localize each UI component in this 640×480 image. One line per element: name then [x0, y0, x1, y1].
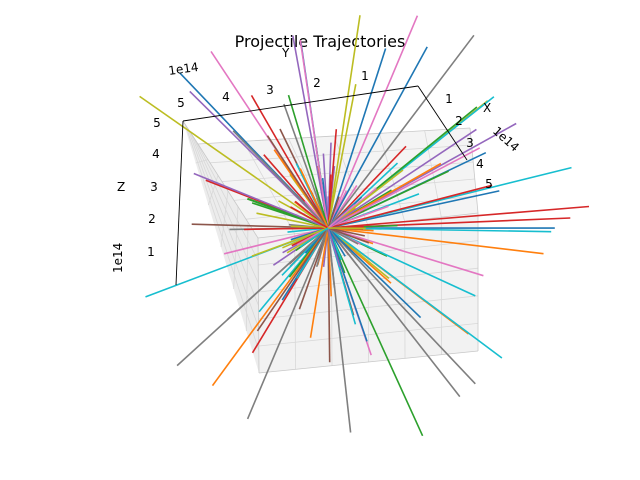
trajectory-line	[327, 227, 346, 257]
z-tick-labels: 1 2 3 4 5	[147, 116, 161, 259]
trajectory-line	[299, 168, 329, 229]
grid-line	[207, 175, 219, 206]
y-tick-label: 3	[266, 83, 274, 97]
trajectory-line	[327, 227, 352, 433]
grid-line	[245, 222, 249, 332]
z-offset-label: 1e14	[111, 243, 125, 273]
trajectory-line	[251, 202, 329, 229]
grid-line	[258, 323, 479, 347]
z-tick-label: 2	[148, 212, 156, 226]
trajectory-line	[327, 169, 404, 229]
y-axis-line	[182, 85, 419, 122]
trajectory-line	[251, 227, 329, 257]
trajectory-line	[327, 227, 484, 277]
trajectory-line	[223, 227, 329, 255]
trajectory-line	[327, 227, 476, 385]
x-tick-label: 2	[455, 114, 463, 128]
z-axis-line	[175, 120, 184, 286]
trajectory-line	[290, 206, 329, 229]
trajectory-line	[327, 15, 361, 229]
trajectory-line	[327, 84, 357, 229]
trajectory-line	[139, 95, 329, 229]
trajectory-line	[176, 227, 329, 367]
trajectory-line	[327, 227, 422, 319]
trajectory-line	[327, 204, 356, 229]
z-tick-label: 1	[147, 245, 155, 259]
trajectory-line	[283, 103, 329, 229]
x-tick-label: 1	[445, 92, 453, 106]
trajectory-line	[246, 227, 329, 420]
grid-line	[220, 190, 229, 248]
trajectory-line	[327, 129, 338, 229]
chart-title: Projectile Trajectories	[234, 32, 406, 51]
y-tick-labels: 1 2 3 4 5	[177, 69, 369, 110]
trajectory-line	[327, 190, 500, 229]
trajectory-line	[211, 227, 329, 387]
trajectory-line	[327, 227, 461, 398]
trajectory-line	[193, 172, 329, 229]
trajectory-line	[327, 15, 419, 229]
trajectory-line	[327, 227, 503, 359]
trajectory-line	[327, 205, 389, 229]
y-tick-label: 5	[177, 96, 185, 110]
grid-line	[233, 206, 239, 290]
x-tick-label: 3	[466, 136, 474, 150]
trajectory-line	[256, 227, 329, 332]
y-tick-label: 2	[313, 76, 321, 90]
z-tick-label: 3	[150, 180, 158, 194]
trajectory-line	[299, 227, 329, 248]
trajectory-line	[327, 34, 475, 229]
trajectory-line	[266, 135, 329, 229]
trajectory-line	[327, 128, 477, 229]
y-offset-label: 1e14	[167, 60, 199, 78]
trajectory-line	[327, 227, 365, 237]
trajectory-line	[299, 39, 329, 229]
z-tick-label: 5	[153, 116, 161, 130]
x-axis-label: X	[483, 101, 491, 115]
trajectory-line	[327, 227, 544, 255]
grid-line	[294, 233, 296, 370]
x-tick-label: 5	[485, 177, 493, 191]
trajectory-line	[327, 184, 493, 229]
trajectory-line	[327, 205, 590, 229]
trajectory-line	[327, 46, 428, 229]
trajectory-line	[292, 35, 329, 229]
trajectory-lines	[139, 15, 590, 437]
trajectory-line	[327, 147, 481, 229]
trajectory-line	[327, 145, 407, 229]
grid-line	[221, 161, 474, 182]
trajectory-line	[327, 227, 424, 437]
y-axis-label: Y	[281, 46, 290, 60]
trajectory-line	[327, 227, 370, 244]
trajectory-line	[244, 227, 329, 231]
x-tick-label: 4	[476, 157, 484, 171]
grid-line	[367, 225, 369, 363]
trajectory-line	[327, 48, 387, 229]
trajectory-line	[256, 212, 329, 229]
trajectory-line	[327, 196, 340, 229]
trajectory-line	[287, 94, 329, 229]
trajectory-line	[309, 227, 329, 338]
trajectory-line	[327, 227, 341, 268]
grid-line	[258, 295, 479, 320]
z-tick-label: 4	[152, 147, 160, 161]
trajectory-line	[250, 95, 329, 229]
axis-lines	[175, 85, 468, 286]
x-offset-label: 1e14	[490, 124, 522, 155]
y-tick-label: 4	[222, 90, 230, 104]
y-tick-label: 1	[361, 69, 369, 83]
trajectory-line	[232, 130, 329, 229]
x-axis-line	[417, 85, 468, 161]
grid-line	[195, 159, 209, 164]
z-axis-label: Z	[117, 180, 125, 194]
grid-line	[424, 130, 442, 218]
